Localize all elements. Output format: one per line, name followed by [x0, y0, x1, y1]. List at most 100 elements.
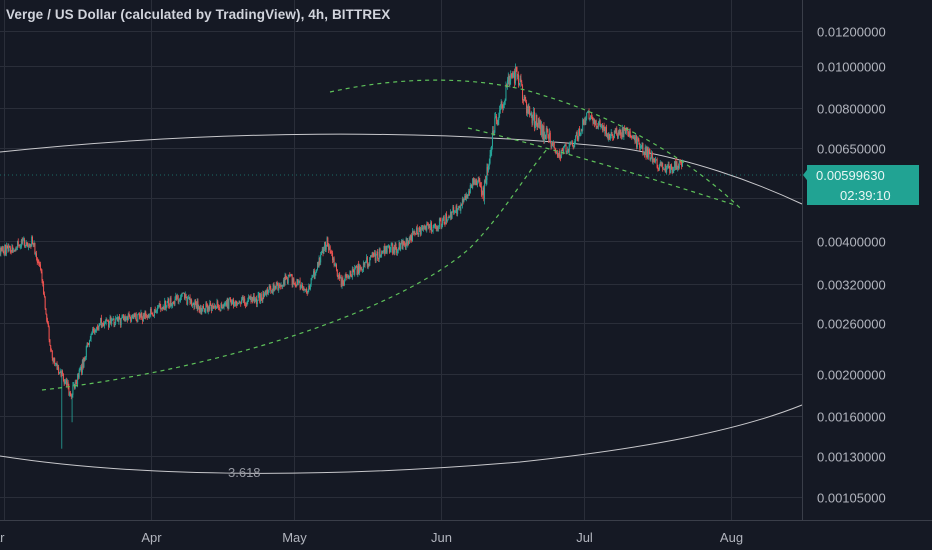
candle-body	[623, 128, 625, 137]
candle-body	[395, 244, 397, 250]
candle-body	[532, 119, 534, 124]
candle-body	[350, 271, 352, 277]
candle-body	[415, 227, 417, 234]
candle-body	[264, 290, 266, 294]
candle-body	[507, 76, 509, 80]
candle-body	[346, 275, 348, 278]
candle-body	[311, 276, 313, 279]
candle-body	[531, 113, 533, 124]
candle-body	[453, 207, 455, 213]
candle-body	[145, 311, 147, 317]
candle-body	[639, 144, 641, 148]
candle-body	[551, 141, 553, 147]
candle-body	[214, 306, 216, 308]
candle-body	[366, 257, 368, 262]
x-tick-label: ar	[0, 530, 5, 545]
candle-body	[104, 322, 106, 326]
candle-body	[129, 314, 131, 319]
candle-body	[465, 195, 467, 200]
candle-body	[142, 314, 144, 321]
candle-body	[645, 147, 647, 158]
candle-body	[271, 290, 273, 292]
candle-body	[203, 306, 204, 309]
chart-title: Verge / US Dollar (calculated by Trading…	[6, 7, 391, 22]
candle-body	[545, 134, 546, 139]
candle-body	[635, 135, 637, 142]
candle-body	[13, 250, 15, 252]
candle-body	[71, 394, 73, 397]
x-tick-label: Jul	[576, 530, 593, 545]
candle-body	[335, 264, 337, 266]
candle-body	[544, 134, 546, 140]
candle-body	[351, 269, 353, 278]
candle-body	[196, 301, 198, 309]
candle-body	[665, 164, 667, 173]
candle-body	[580, 130, 582, 135]
candle-body	[215, 307, 217, 308]
candle-body	[630, 136, 632, 138]
candle-body	[32, 237, 33, 245]
candle-body	[677, 165, 679, 170]
candle-body	[109, 316, 111, 324]
candle-body	[358, 263, 360, 274]
trendlines	[41, 79, 741, 391]
candle-body	[541, 125, 543, 135]
candle-body	[113, 318, 115, 326]
candle-body	[383, 246, 385, 252]
candle-body	[559, 151, 561, 158]
candle-body	[77, 373, 79, 385]
candle-body	[467, 195, 469, 199]
candle-body	[146, 316, 147, 318]
candle-body	[436, 227, 438, 230]
candle-body	[191, 300, 193, 306]
candle-body	[565, 144, 567, 152]
candle-body	[292, 278, 294, 286]
candle-body	[28, 245, 30, 248]
candle-body	[339, 277, 341, 279]
candle-body	[404, 244, 406, 245]
candle-body	[25, 242, 27, 245]
candle-body	[49, 339, 51, 346]
candle-body	[23, 239, 25, 241]
candle-body	[374, 252, 375, 257]
trend-support-curve	[41, 147, 549, 391]
candle-body	[577, 138, 579, 140]
candle-body	[503, 104, 505, 108]
candle-body	[520, 78, 522, 82]
candle-body	[380, 255, 382, 257]
candle-body	[57, 367, 59, 370]
candle-body	[428, 226, 430, 227]
candle-body	[512, 72, 514, 78]
candle-body	[168, 306, 170, 308]
candle-body	[40, 268, 42, 272]
candle-body	[274, 286, 276, 291]
candle-body	[223, 304, 225, 308]
candle-body	[575, 132, 577, 136]
candle-body	[598, 120, 600, 123]
candle-body	[188, 297, 190, 298]
candle-body	[558, 151, 560, 157]
candle-body	[267, 289, 269, 294]
candle-body	[317, 262, 319, 267]
candle-body	[600, 126, 602, 128]
candle-body	[489, 154, 491, 163]
candle-body	[469, 191, 470, 193]
candle-body	[19, 245, 21, 248]
candle-body	[306, 291, 308, 294]
candle-body	[617, 134, 619, 138]
candle-body	[628, 134, 630, 137]
candle-body	[679, 161, 681, 162]
candle-body	[363, 262, 365, 266]
candle-body	[389, 246, 391, 253]
candle-body	[359, 265, 361, 270]
candle-body	[98, 325, 100, 330]
time-axis[interactable]: ar Apr May Jun Jul Aug	[0, 530, 743, 545]
candle-body	[461, 204, 463, 206]
candle-body	[321, 249, 323, 252]
candle-body	[526, 102, 527, 114]
candle-body	[678, 161, 680, 169]
y-tick-label: 0.00160000	[817, 410, 886, 425]
y-tick-label: 0.00200000	[817, 368, 886, 383]
candle-body	[466, 194, 468, 199]
